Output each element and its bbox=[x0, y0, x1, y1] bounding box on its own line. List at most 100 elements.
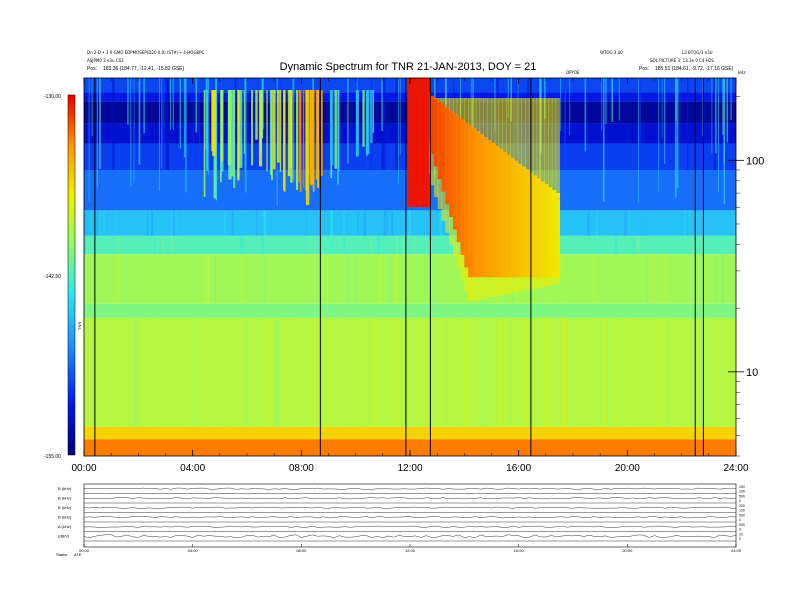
colorbar-tick-mid: -142.50 bbox=[44, 274, 61, 280]
stack-row-label: B (kHz) bbox=[58, 486, 72, 491]
x-tick-label: 16:00 bbox=[506, 463, 531, 474]
stack-x-tick-label: 20:00 bbox=[622, 548, 633, 553]
spectrum-streak bbox=[96, 78, 98, 188]
stack-row-tick: 0 bbox=[739, 499, 741, 503]
spectrum-texture-streak bbox=[134, 317, 137, 427]
spectrum-streak bbox=[195, 78, 198, 133]
status-label: Status bbox=[56, 552, 67, 557]
spectrum-texture-streak bbox=[364, 317, 367, 427]
storm-core-segment bbox=[544, 184, 549, 278]
type-iii-burst bbox=[261, 90, 264, 139]
spectrum-streak bbox=[715, 78, 717, 154]
spectrum-texture-streak bbox=[92, 317, 94, 427]
spectrum-streak bbox=[143, 78, 145, 134]
spectrum-streak bbox=[723, 78, 725, 164]
storm-core-segment bbox=[513, 160, 519, 278]
spectrum-texture-streak bbox=[649, 254, 652, 304]
spectrum-streak bbox=[722, 78, 724, 135]
spectrum-streak bbox=[185, 78, 187, 193]
stack-row-tick: 200 bbox=[739, 504, 745, 508]
spectrum-texture-streak bbox=[364, 317, 366, 427]
spectrum-texture-streak bbox=[171, 210, 172, 236]
storm-core-segment bbox=[506, 154, 511, 278]
spectrum-texture-streak bbox=[646, 254, 649, 304]
spectrum-texture-streak bbox=[391, 210, 394, 236]
spectrum-streak bbox=[602, 78, 605, 202]
spectrum-texture-streak bbox=[561, 254, 564, 304]
spectrum-texture-streak bbox=[234, 78, 237, 170]
spectrum-texture-streak bbox=[117, 254, 119, 304]
spectrum-streak bbox=[560, 78, 562, 132]
spectrum-texture-streak bbox=[308, 317, 311, 427]
type-iii-burst bbox=[237, 90, 240, 181]
spectrum-texture-streak bbox=[112, 78, 115, 170]
stack-row-label: (dB/V) bbox=[58, 534, 70, 539]
spectrum-texture-streak bbox=[264, 317, 267, 427]
spectrum-streak bbox=[399, 78, 401, 155]
type-iii-burst bbox=[369, 90, 373, 144]
stack-row-tick: 500 bbox=[739, 495, 745, 499]
spectrum-band bbox=[84, 235, 736, 255]
spectrum-streak bbox=[730, 78, 732, 120]
spectrum-texture-streak bbox=[240, 254, 244, 304]
spectrum-texture-streak bbox=[297, 317, 300, 427]
type-iii-burst bbox=[315, 90, 319, 180]
stack-row-tick: 500 bbox=[739, 514, 745, 518]
spectrum-texture-streak bbox=[395, 317, 398, 427]
spectrum-texture-streak bbox=[625, 317, 628, 427]
spectrum-streak bbox=[292, 78, 295, 182]
storm-core-segment bbox=[498, 148, 503, 278]
stack-row-tick: 0 bbox=[739, 528, 741, 532]
storm-core-segment bbox=[430, 95, 435, 154]
spectrum-texture-streak bbox=[664, 254, 667, 304]
type-iii-burst bbox=[239, 90, 243, 168]
stack-row-tick: 10 bbox=[739, 533, 743, 537]
spectrum-texture-streak bbox=[193, 317, 195, 427]
spectrum-texture-streak bbox=[264, 254, 266, 304]
spectrum-texture-streak bbox=[587, 210, 590, 236]
spectrum-band bbox=[84, 439, 736, 456]
spectrum-texture-streak bbox=[175, 210, 177, 236]
spectrum-texture-streak bbox=[363, 210, 366, 236]
storm-core-segment bbox=[525, 169, 530, 278]
stack-x-tick-label: 08:00 bbox=[296, 548, 307, 553]
type-iii-burst bbox=[269, 90, 272, 175]
spectrum-texture-streak bbox=[499, 317, 502, 427]
spectrum-texture-streak bbox=[387, 210, 389, 236]
spectrum-texture-streak bbox=[465, 317, 468, 427]
spectrum-texture-streak bbox=[214, 254, 217, 304]
spectrum-texture-streak bbox=[96, 210, 98, 236]
type-iii-burst bbox=[312, 90, 315, 192]
spectrum-band bbox=[84, 303, 736, 318]
spectrum-texture-streak bbox=[722, 317, 723, 427]
spectrum-streak bbox=[584, 78, 587, 152]
spectrum-texture-streak bbox=[342, 210, 346, 236]
y-tick-label: 100 bbox=[746, 155, 764, 167]
storm-core-segment bbox=[464, 122, 469, 268]
spectrum-texture-streak bbox=[599, 317, 601, 427]
type-iii-burst bbox=[310, 90, 314, 184]
spectrum-texture-streak bbox=[357, 235, 359, 255]
header-right-line2: SOL PICTURE 3: 13.3e 0 C4 H2S bbox=[650, 58, 714, 63]
spectrum-texture-streak bbox=[686, 78, 689, 170]
spectrum-texture-streak bbox=[355, 254, 358, 304]
type-iii-burst bbox=[215, 90, 217, 201]
spectrum-texture-streak bbox=[299, 317, 301, 427]
spectrum-texture-streak bbox=[402, 235, 405, 255]
spectrum-streak bbox=[601, 78, 602, 132]
spectrum-texture-streak bbox=[658, 317, 661, 427]
spectrum-texture-streak bbox=[166, 78, 170, 170]
spectrum-texture-streak bbox=[439, 210, 443, 236]
spectrum-texture-streak bbox=[180, 254, 182, 304]
stack-x-tick-label: 16:00 bbox=[514, 548, 525, 553]
spectrum-streak bbox=[726, 78, 729, 143]
storm-core-segment bbox=[452, 113, 458, 230]
spectrum-texture-streak bbox=[389, 254, 392, 304]
stack-row-tick: 100 bbox=[739, 509, 745, 513]
spectrum-texture-streak bbox=[280, 78, 283, 170]
spectrum-texture-streak bbox=[198, 78, 200, 170]
spectrum-texture-streak bbox=[709, 317, 712, 427]
spectrum-texture-streak bbox=[161, 78, 165, 170]
type-iii-burst bbox=[305, 90, 310, 205]
